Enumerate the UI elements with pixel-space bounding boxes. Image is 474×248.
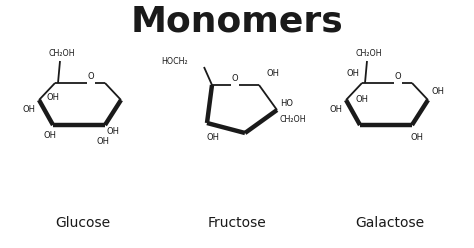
Text: OH: OH <box>267 68 280 77</box>
Text: OH: OH <box>47 93 60 101</box>
Text: CH₂OH: CH₂OH <box>49 49 75 58</box>
Text: OH: OH <box>432 88 445 96</box>
Text: O: O <box>88 72 94 81</box>
Text: Fructose: Fructose <box>208 216 266 230</box>
Text: OH: OH <box>410 132 423 142</box>
Text: OH: OH <box>107 127 119 136</box>
Text: OH: OH <box>347 68 360 77</box>
Text: O: O <box>232 74 238 83</box>
Text: CH₂OH: CH₂OH <box>280 116 307 124</box>
Text: OH: OH <box>44 130 56 139</box>
Text: OH: OH <box>23 105 36 115</box>
Text: HOCH₂: HOCH₂ <box>161 58 188 66</box>
Text: OH: OH <box>330 105 343 115</box>
Text: OH: OH <box>97 137 109 147</box>
Text: Galactose: Galactose <box>356 216 425 230</box>
Text: HO: HO <box>280 99 293 109</box>
Text: CH₂OH: CH₂OH <box>356 49 383 58</box>
Text: Monomers: Monomers <box>131 5 343 39</box>
Text: O: O <box>395 72 401 81</box>
Text: Glucose: Glucose <box>55 216 110 230</box>
Text: OH: OH <box>207 132 219 142</box>
Text: OH: OH <box>356 94 369 103</box>
